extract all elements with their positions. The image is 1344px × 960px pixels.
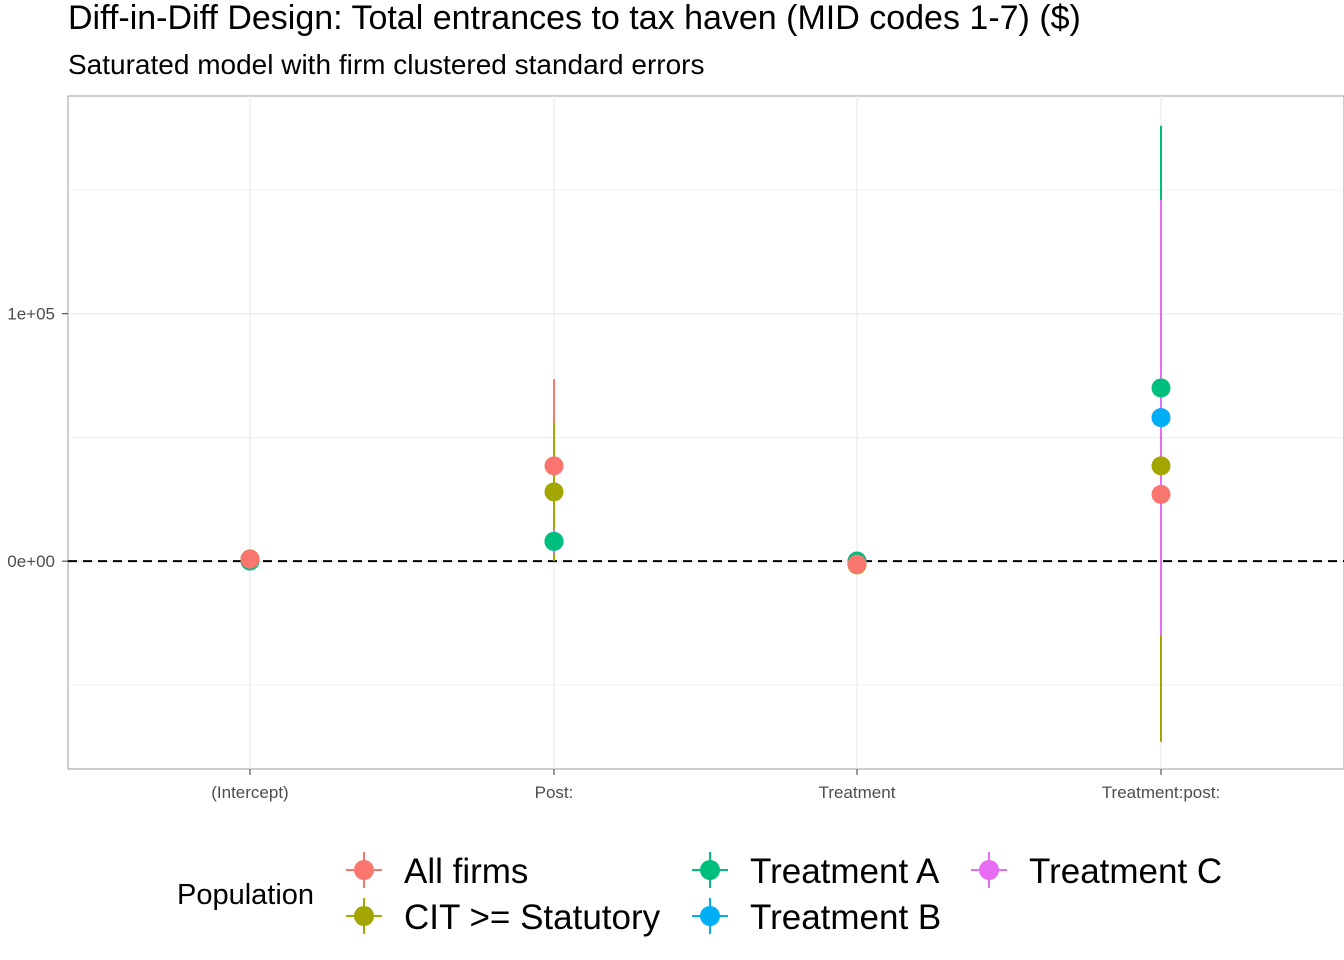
legend-label: CIT >= Statutory [404, 898, 661, 937]
y-tick-label: 0e+00 [7, 552, 55, 571]
data-point [1151, 378, 1171, 398]
x-axis-ticks: (Intercept) Post: Treatment Treatment:post: [211, 769, 1220, 802]
data-point [544, 456, 564, 476]
legend-item: CIT >= Statutory [346, 898, 661, 937]
chart-subtitle: Saturated model with firm clustered stan… [68, 49, 705, 80]
x-tick-label: Treatment [819, 783, 896, 802]
legend: Population All firms CIT >= Statutory Trea… [177, 852, 1222, 937]
legend-label: Treatment C [1029, 852, 1222, 891]
legend-item: Treatment A [692, 852, 940, 891]
legend-item: Treatment C [971, 852, 1222, 891]
data-point [847, 554, 867, 574]
data-point [1151, 456, 1171, 476]
chart-title: Diff-in-Diff Design: Total entrances to … [68, 0, 1081, 37]
data-point [544, 531, 564, 551]
legend-key-point [700, 860, 720, 880]
legend-label: Treatment B [750, 898, 941, 937]
legend-key-point [979, 860, 999, 880]
y-axis-ticks: 0e+00 1e+05 [7, 305, 68, 571]
data-point [1151, 484, 1171, 504]
legend-item: All firms [346, 852, 528, 891]
y-tick-label: 1e+05 [7, 305, 55, 324]
data-point [1151, 408, 1171, 428]
legend-title: Population [177, 879, 314, 911]
plot-panel [67, 95, 1344, 770]
series-marks [240, 125, 1171, 742]
legend-key-point [354, 860, 374, 880]
data-point [240, 549, 260, 569]
legend-key-point [354, 906, 374, 926]
legend-label: All firms [404, 852, 528, 891]
legend-label: Treatment A [750, 852, 940, 891]
legend-item: Treatment B [692, 898, 941, 937]
x-tick-label: Treatment:post: [1102, 783, 1220, 802]
x-tick-label: Post: [535, 783, 574, 802]
x-tick-label: (Intercept) [211, 783, 288, 802]
legend-key-point [700, 906, 720, 926]
data-point [544, 482, 564, 502]
